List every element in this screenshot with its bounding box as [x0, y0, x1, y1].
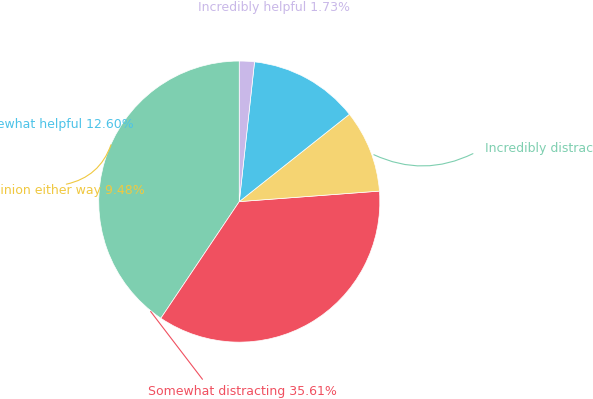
Wedge shape [240, 61, 254, 201]
Text: Somewhat helpful 12.60%: Somewhat helpful 12.60% [0, 118, 134, 131]
Text: I have no opinion either way 9.48%: I have no opinion either way 9.48% [0, 184, 145, 197]
Wedge shape [240, 62, 349, 201]
Wedge shape [240, 114, 380, 201]
Text: Incredibly helpful 1.73%: Incredibly helpful 1.73% [199, 1, 350, 14]
Wedge shape [161, 191, 380, 342]
Text: Somewhat distracting 35.61%: Somewhat distracting 35.61% [148, 385, 337, 398]
Wedge shape [99, 61, 240, 318]
Text: Incredibly distracting 40.58%: Incredibly distracting 40.58% [485, 142, 593, 155]
